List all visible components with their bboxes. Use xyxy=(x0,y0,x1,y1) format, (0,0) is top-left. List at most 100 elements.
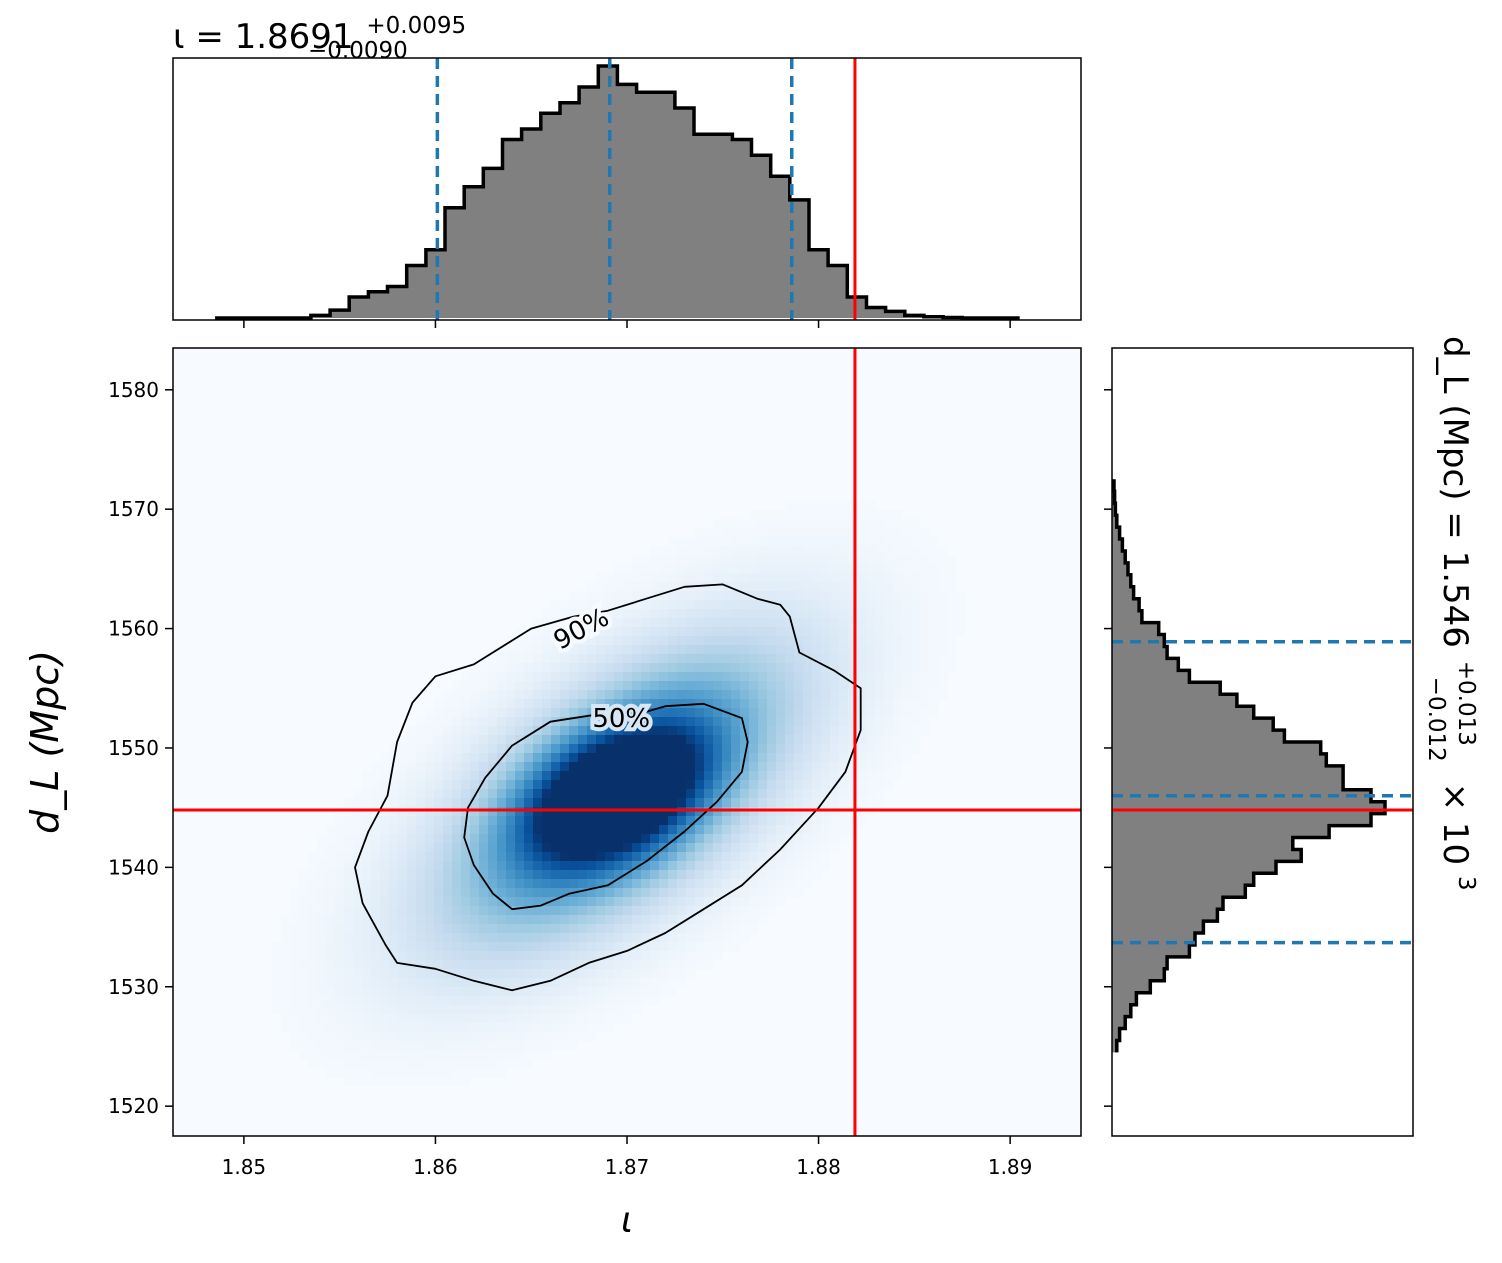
density-cell xyxy=(677,870,687,880)
density-cell xyxy=(686,609,696,619)
density-cell xyxy=(668,960,678,970)
density-cell xyxy=(560,987,570,997)
density-cell xyxy=(911,528,921,538)
density-cell xyxy=(596,636,606,646)
density-cell xyxy=(866,618,876,628)
density-cell xyxy=(434,861,444,871)
density-cell xyxy=(650,609,660,619)
density-cell xyxy=(704,825,714,835)
density-cell xyxy=(902,537,912,547)
density-cell xyxy=(551,924,561,934)
density-cell xyxy=(668,555,678,565)
density-cell xyxy=(533,816,543,826)
density-cell xyxy=(632,735,642,745)
density-cell xyxy=(317,1041,327,1051)
density-cell xyxy=(434,852,444,862)
density-cell xyxy=(668,546,678,556)
density-cell xyxy=(344,798,354,808)
density-cell xyxy=(776,798,786,808)
density-cell xyxy=(506,924,516,934)
density-cell xyxy=(749,654,759,664)
density-cell xyxy=(632,645,642,655)
density-cell xyxy=(722,825,732,835)
density-cell xyxy=(443,1068,453,1078)
density-cell xyxy=(677,933,687,943)
density-cell xyxy=(650,708,660,718)
density-cell xyxy=(866,681,876,691)
density-cell xyxy=(632,663,642,673)
density-cell xyxy=(731,915,741,925)
density-cell xyxy=(497,1005,507,1015)
density-cell xyxy=(596,654,606,664)
density-cell xyxy=(389,1059,399,1069)
density-cell xyxy=(767,654,777,664)
density-cell xyxy=(704,591,714,601)
density-cell xyxy=(893,645,903,655)
density-cell xyxy=(749,726,759,736)
density-cell xyxy=(434,798,444,808)
density-cell xyxy=(497,1032,507,1042)
density-cell xyxy=(884,699,894,709)
density-cell xyxy=(884,519,894,529)
density-cell xyxy=(434,726,444,736)
density-cell xyxy=(587,600,597,610)
density-cell xyxy=(848,726,858,736)
density-cell xyxy=(803,600,813,610)
density-cell xyxy=(812,609,822,619)
density-cell xyxy=(578,933,588,943)
density-cell xyxy=(416,753,426,763)
density-cell xyxy=(686,879,696,889)
density-cell xyxy=(911,600,921,610)
density-cell xyxy=(668,870,678,880)
density-cell xyxy=(416,960,426,970)
density-cell xyxy=(353,1023,363,1033)
density-cell xyxy=(299,1005,309,1015)
density-cell xyxy=(533,672,543,682)
density-cell xyxy=(650,762,660,772)
density-cell xyxy=(668,816,678,826)
density-cell xyxy=(704,537,714,547)
density-cell xyxy=(632,780,642,790)
density-cell xyxy=(380,897,390,907)
density-cell xyxy=(821,852,831,862)
density-cell xyxy=(452,807,462,817)
density-cell xyxy=(812,672,822,682)
density-cell xyxy=(794,519,804,529)
density-cell xyxy=(560,852,570,862)
density-cell xyxy=(785,852,795,862)
density-cell xyxy=(515,897,525,907)
density-cell xyxy=(740,915,750,925)
density-cell xyxy=(578,654,588,664)
density-cell xyxy=(452,690,462,700)
density-cell xyxy=(434,807,444,817)
density-cell xyxy=(776,663,786,673)
density-cell xyxy=(866,591,876,601)
density-cell xyxy=(839,501,849,511)
density-cell xyxy=(596,843,606,853)
density-cell xyxy=(785,573,795,583)
density-cell xyxy=(947,627,957,637)
density-cell xyxy=(659,807,669,817)
density-cell xyxy=(272,987,282,997)
density-cell xyxy=(884,645,894,655)
density-cell xyxy=(560,834,570,844)
right-title-suffix: × 10 xyxy=(1435,783,1475,866)
density-cell xyxy=(830,735,840,745)
density-cell xyxy=(677,636,687,646)
density-cell xyxy=(380,816,390,826)
density-cell xyxy=(497,717,507,727)
density-cell xyxy=(344,996,354,1006)
density-cell xyxy=(398,987,408,997)
density-cell xyxy=(812,501,822,511)
density-cell xyxy=(578,771,588,781)
density-cell xyxy=(578,1005,588,1015)
density-cell xyxy=(389,951,399,961)
density-cell xyxy=(641,816,651,826)
density-cell xyxy=(749,609,759,619)
density-cell xyxy=(479,672,489,682)
density-cell xyxy=(452,915,462,925)
density-cell xyxy=(812,744,822,754)
density-cell xyxy=(911,681,921,691)
density-cell xyxy=(353,951,363,961)
density-cell xyxy=(497,744,507,754)
